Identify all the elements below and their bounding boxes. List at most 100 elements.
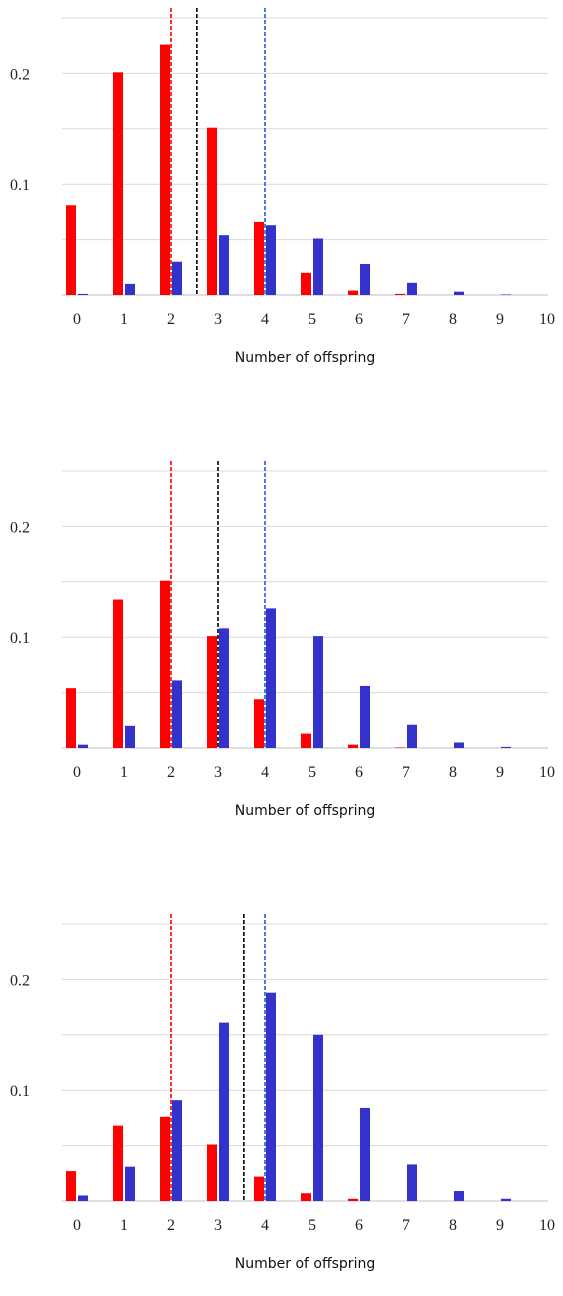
x-tick-label: 4 [261,1217,269,1234]
x-tick-label: 4 [261,311,269,328]
red-series [66,1116,358,1201]
blue-bar [172,680,182,748]
chart-svg: 0.1 0.2 0 1 2 3 4 5 6 7 8 9 10 Number of offspring [10,914,555,1272]
red-bar [207,1144,217,1201]
gridlines [62,923,548,1147]
red-series [66,44,405,296]
y-tick-label: 0.1 [10,1083,30,1100]
blue-series [78,225,511,295]
y-tick-label: 0.1 [10,630,30,647]
red-bar [66,688,76,748]
blue-bar [501,1198,511,1201]
x-tick-label: 10 [539,311,555,328]
red-bar [66,205,76,295]
blue-series [78,608,511,748]
blue-bar [360,263,370,295]
blue-bar [78,293,88,295]
blue-bar [501,746,511,748]
red-bar [301,733,311,748]
red-bar [113,599,123,748]
blue-bar [125,283,135,295]
red-bar [66,1171,76,1201]
chart-svg: 0.1 0.2 0 1 2 3 4 5 6 7 8 9 10 Number of offspring [10,461,555,819]
red-bar [160,44,170,296]
blue-bar [407,282,417,295]
blue-bar [125,725,135,748]
x-tick-label: 6 [355,764,363,781]
gridlines [62,17,548,241]
x-tick-label: 5 [308,764,316,781]
x-tick-label: 0 [73,764,81,781]
x-tick-label: 7 [402,1217,410,1234]
x-tick-label: 9 [496,1217,504,1234]
x-axis-label: Number of offspring [235,803,375,819]
blue-bar [219,628,229,748]
red-bar [113,72,123,296]
blue-bar [407,724,417,748]
x-tick-label: 9 [496,764,504,781]
red-bar [160,1116,170,1201]
blue-bar [172,261,182,295]
red-bar [348,744,358,748]
red-bar [254,699,264,748]
x-axis-label: Number of offspring [235,350,375,366]
x-tick-label: 6 [355,1217,363,1234]
x-tick-label: 1 [120,311,128,328]
blue-bar [266,225,276,295]
blue-bar [360,685,370,748]
blue-bar [78,744,88,748]
offspring-chart-3: 0.1 0.2 0 1 2 3 4 5 6 7 8 9 10 Number of offspring [0,906,563,1296]
red-bar [254,221,264,295]
red-bar [301,272,311,295]
x-tick-label: 8 [449,764,457,781]
blue-bar [219,235,229,295]
x-tick-label: 4 [261,764,269,781]
blue-bar [266,608,276,748]
x-axis-label: Number of offspring [235,1256,375,1272]
red-bar [160,580,170,748]
red-bar [348,1198,358,1201]
x-tick-label: 5 [308,311,316,328]
red-series [66,580,405,748]
y-tick-label: 0.2 [10,519,30,536]
x-tick-label: 0 [73,311,81,328]
y-tick-label: 0.2 [10,66,30,83]
x-tick-label: 1 [120,1217,128,1234]
blue-bar [454,742,464,748]
blue-bar [454,291,464,295]
blue-bar [360,1107,370,1201]
red-bar [207,636,217,748]
red-bar [395,293,405,295]
red-bar [301,1193,311,1201]
x-tick-label: 2 [167,764,175,781]
blue-bar [172,1100,182,1201]
offspring-chart-2: 0.1 0.2 0 1 2 3 4 5 6 7 8 9 10 Number of offspring [0,453,563,843]
x-tick-label: 6 [355,311,363,328]
x-tick-label: 7 [402,764,410,781]
blue-series [78,992,511,1201]
y-tick-label: 0.2 [10,972,30,989]
x-tick-label: 5 [308,1217,316,1234]
y-tick-label: 0.1 [10,177,30,194]
offspring-chart-1: 0.1 0.2 0 1 2 3 4 5 6 7 8 9 10 Number of offspring [0,0,563,390]
x-tick-label: 8 [449,311,457,328]
blue-bar [78,1195,88,1201]
chart-svg: 0.1 0.2 0 1 2 3 4 5 6 7 8 9 10 Number of offspring [10,8,555,366]
x-tick-label: 3 [214,1217,222,1234]
x-tick-label: 10 [539,1217,555,1234]
blue-bar [266,992,276,1201]
blue-bar [501,294,511,295]
gridlines [62,470,548,694]
blue-bar [313,1034,323,1201]
blue-bar [125,1166,135,1201]
x-tick-label: 7 [402,311,410,328]
x-tick-label: 2 [167,311,175,328]
x-tick-label: 1 [120,764,128,781]
blue-bar [313,238,323,295]
blue-bar [454,1191,464,1201]
x-tick-label: 3 [214,311,222,328]
red-bar [113,1125,123,1201]
red-bar [395,747,405,748]
blue-bar [313,636,323,748]
x-tick-label: 8 [449,1217,457,1234]
